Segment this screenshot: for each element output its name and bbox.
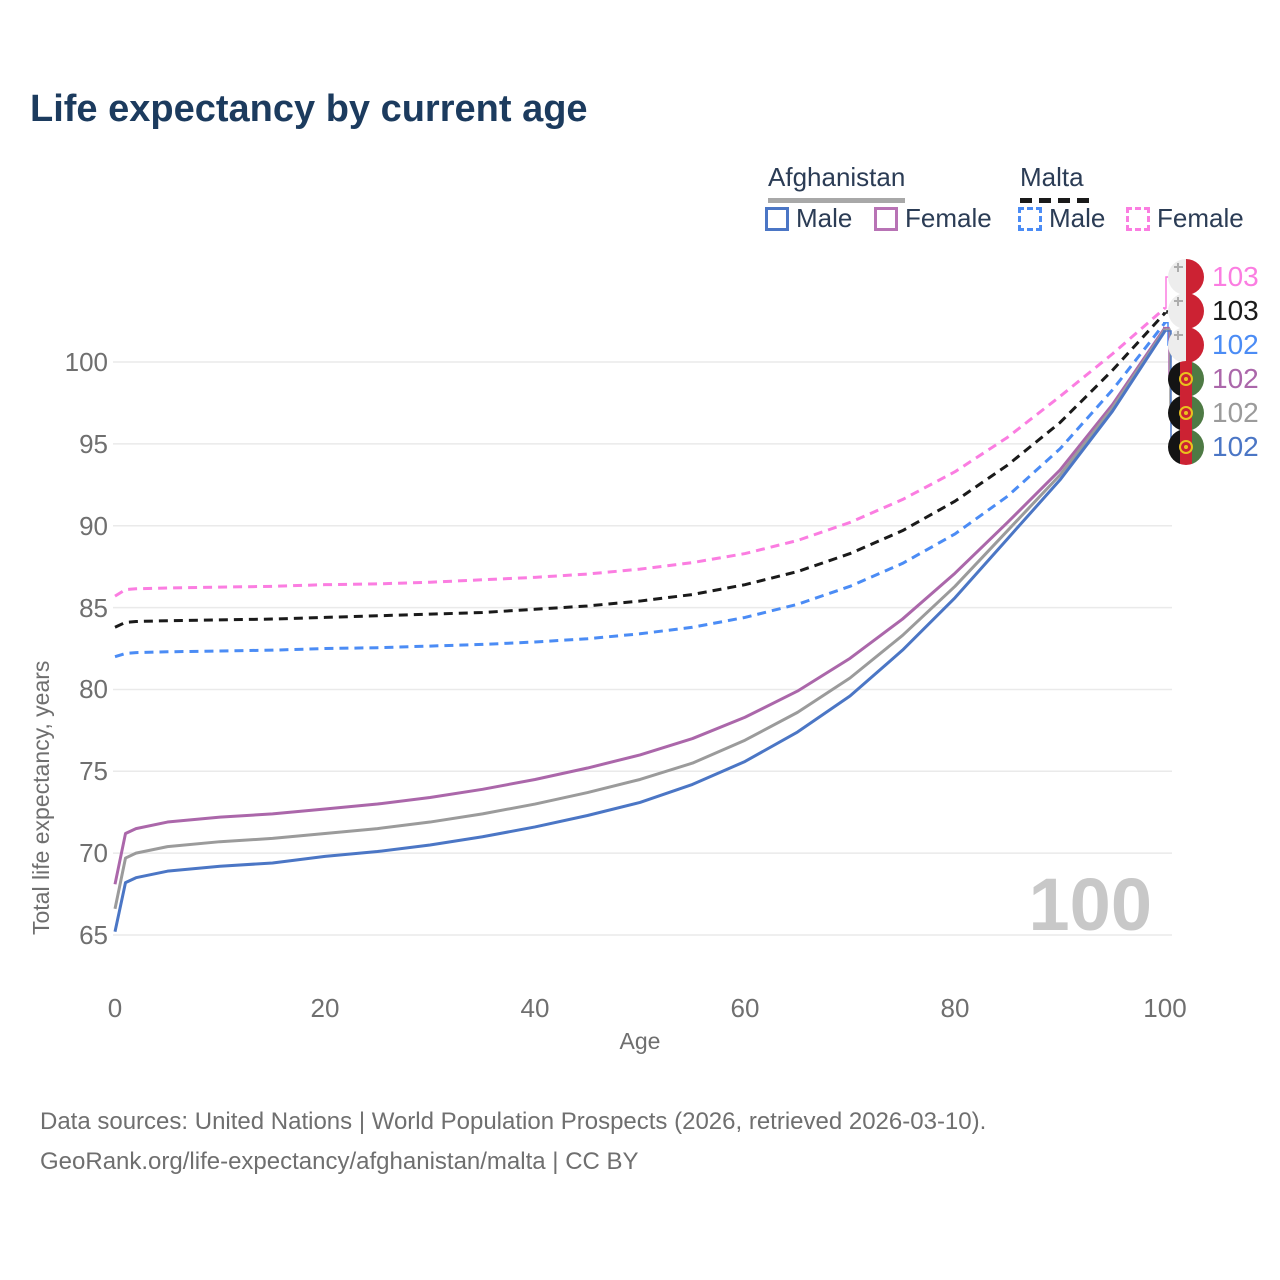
y-tick-label: 70 [79, 838, 108, 869]
legend-group-afghanistan: Afghanistan [768, 162, 905, 203]
data-source-text: Data sources: United Nations | World Pop… [40, 1108, 987, 1135]
y-tick-label: 65 [79, 920, 108, 950]
end-label-malta-female: 103 [1168, 259, 1259, 295]
legend-item-afghanistan-male[interactable]: Male [765, 203, 852, 234]
x-tick-label: 60 [730, 993, 760, 1023]
dashed-line-swatch [1020, 198, 1090, 203]
series-line-afghanistan-male [113, 330, 1167, 933]
series-line-malta-male [114, 321, 1167, 659]
afghanistan-flag-icon [1168, 361, 1204, 397]
x-tick-label: 0 [107, 993, 123, 1023]
malta-flag-icon [1168, 293, 1204, 329]
y-tick-label: 90 [79, 510, 108, 541]
x-tick-label: 100 [1143, 993, 1187, 1023]
malta-female-swatch-icon [1126, 206, 1150, 231]
x-tick-label: 40 [520, 993, 550, 1023]
malta-flag-icon [1168, 327, 1204, 363]
legend-item-label: Male [796, 203, 853, 233]
legend-item-malta-female[interactable]: Female [1126, 203, 1244, 234]
y-tick-label: 100 [64, 347, 108, 378]
end-label-afghanistan-female: 102 [1168, 361, 1259, 397]
series-line-malta-female [114, 306, 1166, 598]
end-label-afghanistan: 102 [1168, 395, 1259, 431]
afghanistan-female-swatch-icon [874, 206, 898, 231]
current-age-watermark: 100 [1028, 863, 1152, 946]
legend-item-label: Female [905, 203, 992, 233]
series-line-malta [114, 311, 1167, 629]
end-label-malta: 103 [1168, 293, 1259, 329]
legend-group-malta: Malta [1020, 162, 1090, 203]
end-label-value: 102 [1212, 363, 1259, 394]
series-line-afghanistan [113, 328, 1167, 910]
legend-country-label: Afghanistan [768, 162, 906, 192]
y-tick-label: 80 [79, 674, 108, 705]
legend-item-malta-male[interactable]: Male [1018, 203, 1105, 234]
end-label-value: 102 [1212, 397, 1259, 428]
y-tick-label: 75 [79, 756, 108, 787]
attribution-text: GeoRank.org/life-expectancy/afghanistan/… [40, 1148, 639, 1175]
afghanistan-flag-icon [1168, 395, 1204, 431]
end-label-afghanistan-male: 102 [1168, 429, 1259, 465]
end-label-value: 102 [1212, 329, 1259, 360]
legend-country-label: Malta [1020, 162, 1084, 192]
series-line-afghanistan-female [113, 326, 1167, 885]
x-tick-label: 80 [940, 993, 970, 1023]
chart-title: Life expectancy by current age [30, 88, 588, 130]
y-tick-label: 95 [79, 428, 108, 459]
malta-flag-icon [1168, 259, 1204, 295]
end-label-malta-male: 102 [1168, 327, 1259, 363]
end-label-value: 103 [1212, 261, 1259, 292]
y-tick-label: 85 [79, 592, 108, 623]
malta-male-swatch-icon [1018, 206, 1042, 231]
x-tick-label: 20 [310, 993, 340, 1023]
end-label-value: 103 [1212, 295, 1259, 326]
x-axis-title: Age [619, 1028, 661, 1054]
y-axis-title: Total life expectancy, years [28, 660, 54, 935]
end-label-value: 102 [1212, 431, 1259, 462]
afghanistan-male-swatch-icon [765, 206, 789, 231]
afghanistan-flag-icon [1168, 429, 1204, 465]
legend-item-label: Female [1157, 203, 1244, 233]
legend-item-label: Male [1049, 203, 1106, 233]
legend-item-afghanistan-female[interactable]: Female [874, 203, 992, 234]
solid-line-swatch [768, 198, 905, 203]
